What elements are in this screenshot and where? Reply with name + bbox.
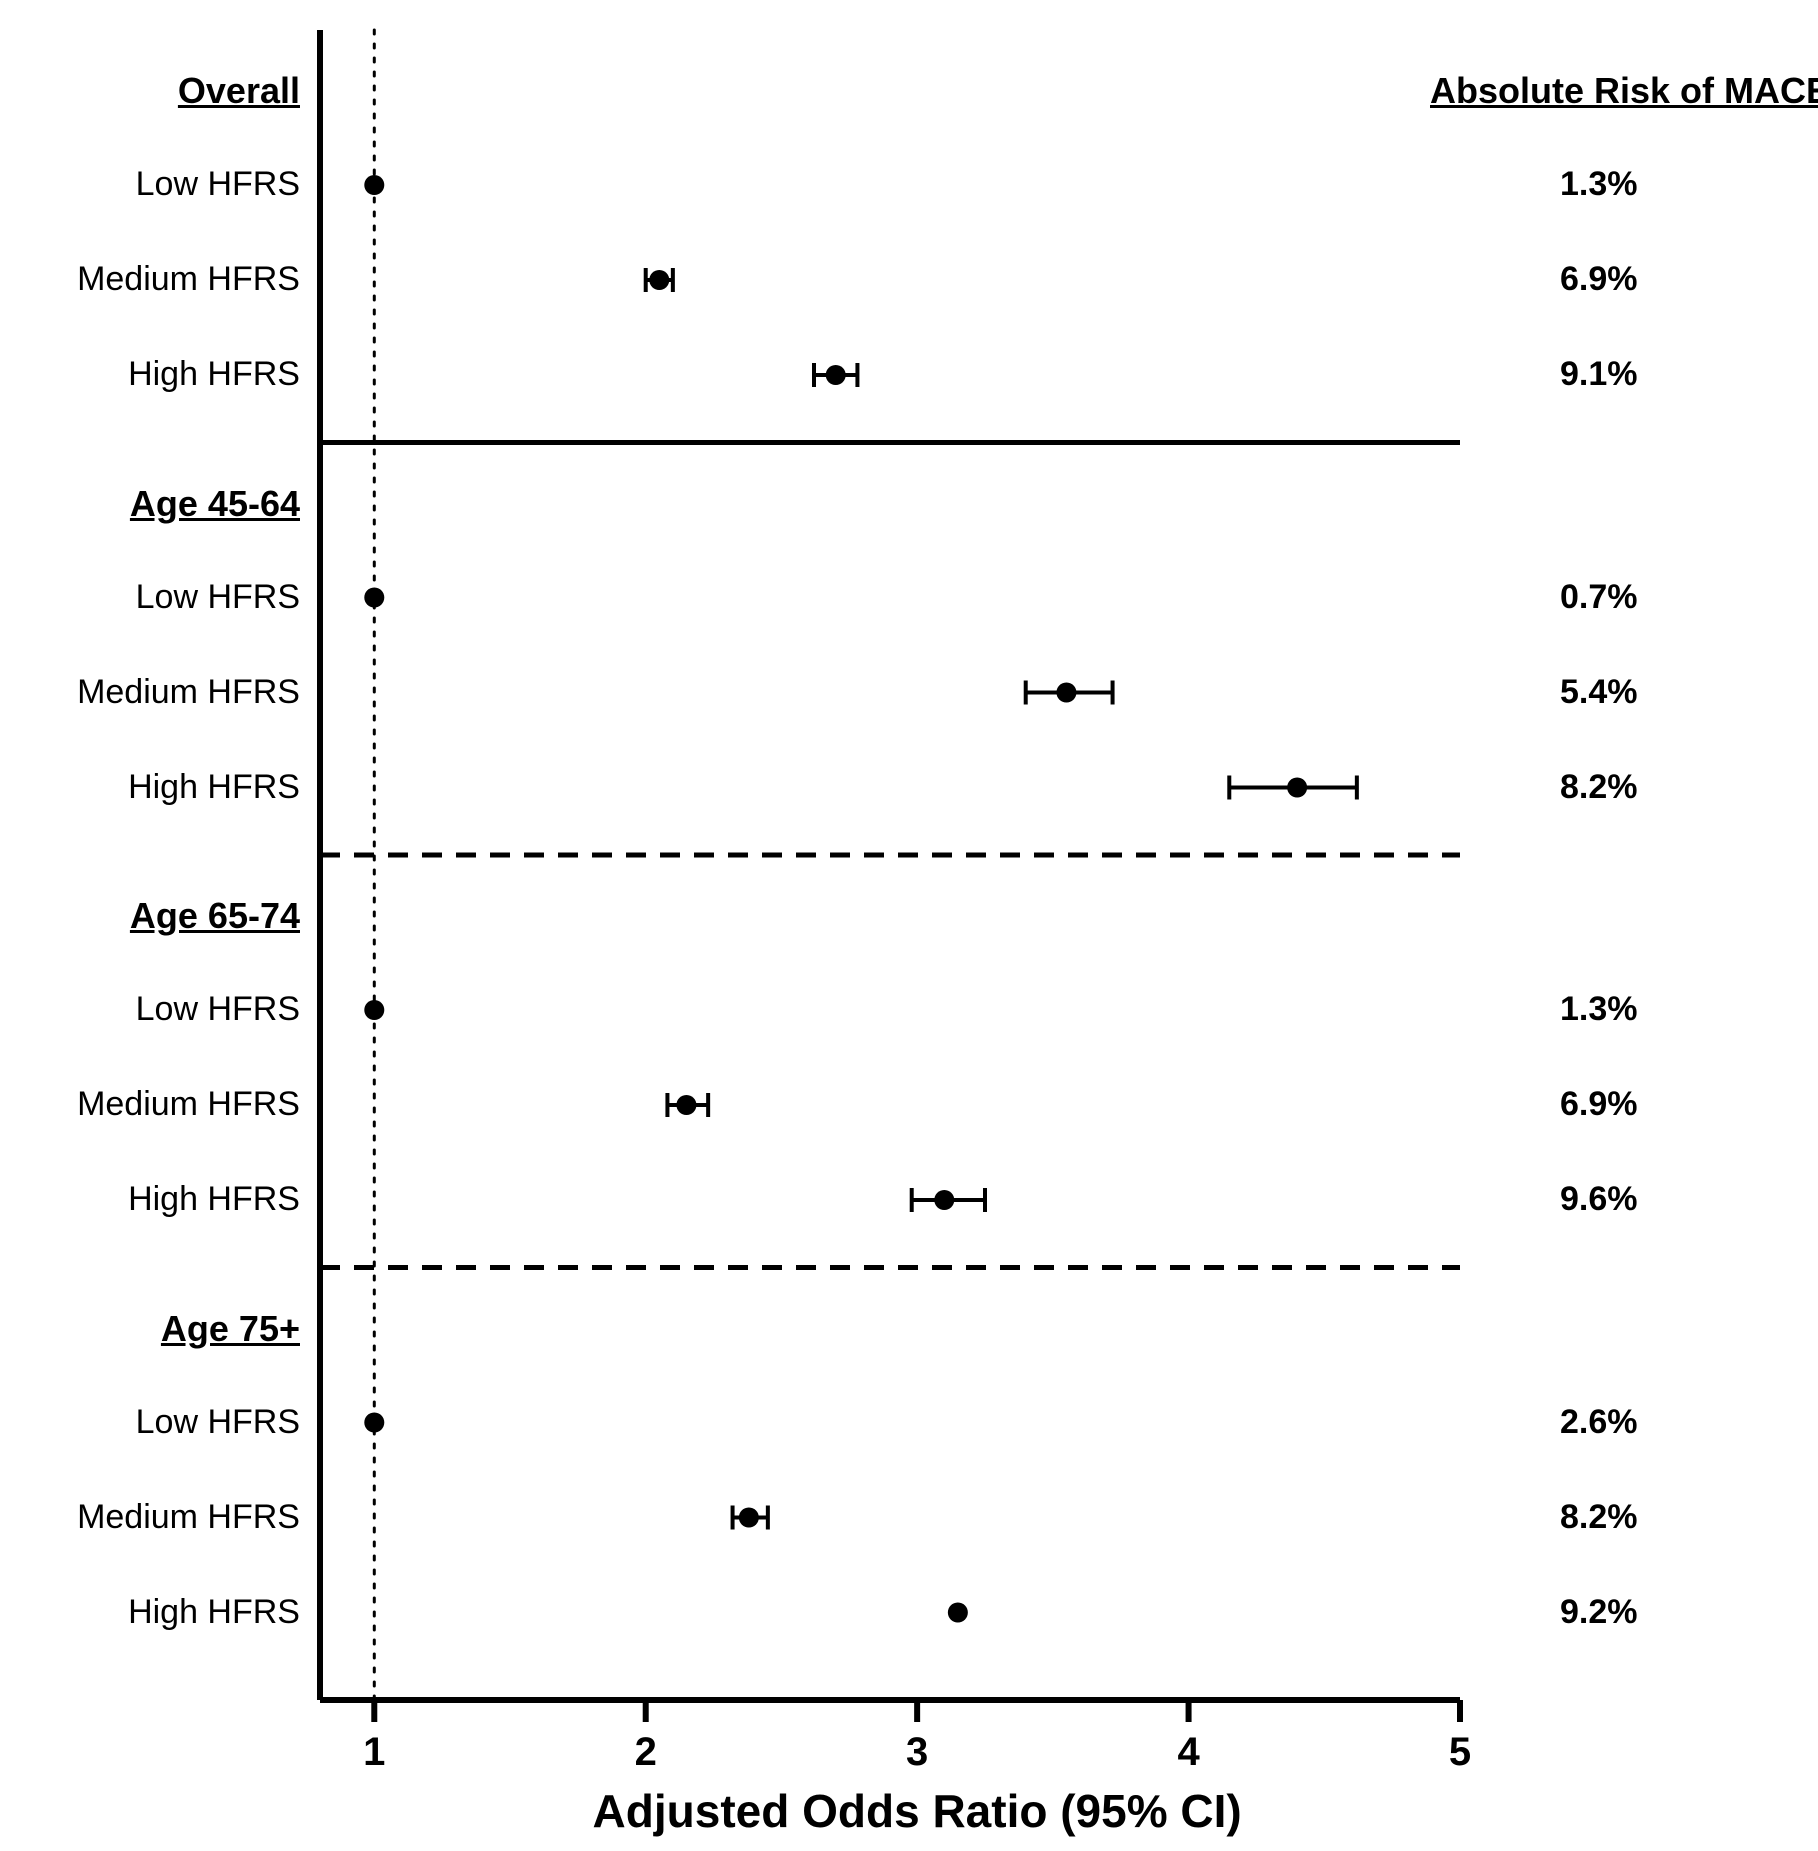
row-label: Medium HFRS <box>77 673 300 712</box>
group-title: Age 45-64 <box>130 483 300 525</box>
row-label: High HFRS <box>128 1180 300 1219</box>
risk-value: 0.7% <box>1560 578 1638 617</box>
point-marker <box>826 365 846 385</box>
point-marker <box>1056 683 1076 703</box>
row-label: High HFRS <box>128 1593 300 1632</box>
row-label: Low HFRS <box>136 1403 300 1442</box>
point-marker <box>364 588 384 608</box>
point-marker <box>676 1095 696 1115</box>
group-title: Age 75+ <box>161 1308 300 1350</box>
row-label: Low HFRS <box>136 165 300 204</box>
row-label: High HFRS <box>128 768 300 807</box>
x-tick-label: 2 <box>635 1730 657 1775</box>
x-tick-label: 1 <box>363 1730 385 1775</box>
point-marker <box>364 175 384 195</box>
group-title: Overall <box>178 70 300 112</box>
risk-value: 1.3% <box>1560 990 1638 1029</box>
row-label: Medium HFRS <box>77 260 300 299</box>
point-marker <box>1287 778 1307 798</box>
point-marker <box>739 1508 759 1528</box>
point-marker <box>364 1000 384 1020</box>
risk-value: 1.3% <box>1560 165 1638 204</box>
risk-value: 6.9% <box>1560 1085 1638 1124</box>
risk-value: 2.6% <box>1560 1403 1638 1442</box>
x-tick-label: 3 <box>906 1730 928 1775</box>
row-label: Low HFRS <box>136 990 300 1029</box>
row-label: Medium HFRS <box>77 1085 300 1124</box>
risk-value: 9.2% <box>1560 1593 1638 1632</box>
risk-header: Absolute Risk of MACE <box>1430 70 1818 112</box>
x-tick-label: 4 <box>1177 1730 1199 1775</box>
forest-plot: 1 2 3 4 5 Adjusted Odds Ratio (95% CI) Absolut… <box>0 0 1818 1851</box>
point-marker <box>934 1190 954 1210</box>
risk-value: 8.2% <box>1560 768 1638 807</box>
risk-value: 5.4% <box>1560 673 1638 712</box>
point-marker <box>649 270 669 290</box>
risk-value: 8.2% <box>1560 1498 1638 1537</box>
row-label: Medium HFRS <box>77 1498 300 1537</box>
risk-value: 9.1% <box>1560 355 1638 394</box>
x-axis-title: Adjusted Odds Ratio (95% CI) <box>8 1784 1818 1838</box>
x-tick-label: 5 <box>1449 1730 1471 1775</box>
point-marker <box>364 1413 384 1433</box>
point-marker <box>948 1603 968 1623</box>
row-label: Low HFRS <box>136 578 300 617</box>
risk-value: 6.9% <box>1560 260 1638 299</box>
group-title: Age 65-74 <box>130 895 300 937</box>
row-label: High HFRS <box>128 355 300 394</box>
risk-value: 9.6% <box>1560 1180 1638 1219</box>
